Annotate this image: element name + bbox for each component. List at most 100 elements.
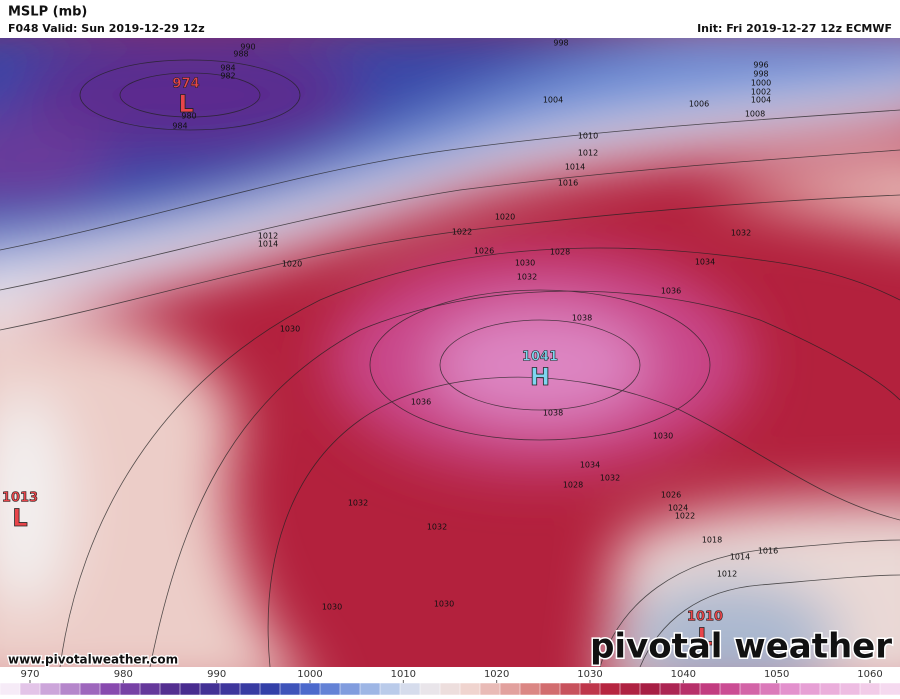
isobar-label: 1014 <box>730 553 750 562</box>
isobar-label: 1000 <box>751 79 771 88</box>
isobar-label: 998 <box>753 70 768 79</box>
colorbar-swatch <box>159 682 181 696</box>
center-value: 1013 <box>2 491 38 506</box>
colorbar-swatch <box>59 682 81 696</box>
field-low-2 <box>0 115 110 205</box>
colorbar-swatch <box>379 682 401 696</box>
website-url: www.pivotalweather.com <box>8 653 178 667</box>
colorbar-swatch <box>739 682 761 696</box>
isobars <box>0 59 900 667</box>
center-type: L <box>178 90 193 118</box>
isobar-label: 1010 <box>578 132 598 141</box>
colorbar-tick-label: 980 <box>114 669 133 680</box>
colorbar-swatch <box>859 682 881 696</box>
colorbar-swatch <box>279 682 301 696</box>
colorbar-swatch <box>619 682 641 696</box>
center-value: 1010 <box>687 610 723 625</box>
map-title: MSLP (mb) <box>8 5 87 20</box>
colorbar-swatch <box>19 682 41 696</box>
init-time: Init: Fri 2019-12-27 12z ECMWF <box>697 22 892 35</box>
colorbar-swatch <box>219 682 241 696</box>
colorbar-swatch <box>699 682 721 696</box>
colorbar-swatch <box>579 682 601 696</box>
isobar <box>639 574 900 667</box>
isobar-label: 1032 <box>427 523 447 532</box>
isobar <box>0 149 900 291</box>
colorbar-swatch <box>819 682 841 696</box>
colorbar-tick-label: 1060 <box>857 669 882 680</box>
isobar-label: 998 <box>553 39 568 48</box>
colorbar-swatch <box>519 682 541 696</box>
colorbar-swatch <box>499 682 521 696</box>
isobar-label: 1020 <box>495 213 515 222</box>
isobar-label: 1004 <box>543 96 563 105</box>
field-east-low <box>620 580 840 667</box>
center-value: 1041 <box>522 350 558 365</box>
isobar <box>59 247 900 667</box>
colorbar-swatch <box>839 682 861 696</box>
isobar-label: 1032 <box>348 499 368 508</box>
colorbar-tick-label: 1010 <box>391 669 416 680</box>
isobar-label: 1038 <box>572 314 592 323</box>
colorbar-swatch <box>719 682 741 696</box>
isobar <box>599 539 900 667</box>
colorbar-swatch <box>0 682 21 696</box>
colorbar-swatch <box>359 682 381 696</box>
center-type: L <box>12 504 27 532</box>
field-west-low <box>0 390 70 610</box>
colorbar-swatch <box>399 682 421 696</box>
colorbar-tick-label: 990 <box>207 669 226 680</box>
colorbar-swatch <box>199 682 221 696</box>
isobar-label: 1032 <box>517 273 537 282</box>
colorbar-swatch <box>479 682 501 696</box>
isobar-label: 1012 <box>258 232 278 241</box>
colorbar-swatch <box>339 682 361 696</box>
center-value: 974 <box>172 77 199 92</box>
colorbar-swatch <box>439 682 461 696</box>
colorbar-tick-label: 1000 <box>297 669 322 680</box>
map-area: 9909889849829809849989969981000100210041… <box>0 38 900 667</box>
isobar-label: 984 <box>172 122 187 131</box>
isobar-label: 1030 <box>434 600 454 609</box>
isobar-label: 1026 <box>474 247 494 256</box>
colorbar-tick-label: 1040 <box>671 669 696 680</box>
isobar <box>119 72 261 118</box>
colorbar-swatch <box>659 682 681 696</box>
colorbar-tick-label: 1050 <box>764 669 789 680</box>
isobar-label: 1004 <box>751 96 771 105</box>
isobar <box>0 109 900 251</box>
isobar-label: 980 <box>181 112 196 121</box>
colorbar-swatch <box>139 682 161 696</box>
colorbar-swatch <box>39 682 61 696</box>
isobar <box>79 59 301 131</box>
isobar-label: 1038 <box>543 409 563 418</box>
isobar-label: 1006 <box>689 100 709 109</box>
colorbar-tick-label: 970 <box>20 669 39 680</box>
isobar <box>439 319 641 411</box>
colorbar-swatch <box>319 682 341 696</box>
isobar-label: 1026 <box>661 491 681 500</box>
isobar-label: 1028 <box>563 481 583 490</box>
colorbar-swatch <box>459 682 481 696</box>
isobar-label: 1016 <box>758 547 778 556</box>
isobar-label: 1018 <box>702 536 722 545</box>
isobar-label: 1034 <box>695 258 715 267</box>
isobar-label: 1028 <box>550 248 570 257</box>
isobar-label-group: 9909889849829809849989969981000100210041… <box>172 39 778 612</box>
colorbar-tick-label: 1030 <box>577 669 602 680</box>
isobar <box>369 289 711 441</box>
isobar-label: 1034 <box>580 461 600 470</box>
isobar-label: 1014 <box>258 240 278 249</box>
isobar-label: 988 <box>233 50 248 59</box>
colorbar-swatch <box>759 682 781 696</box>
valid-time: F048 Valid: Sun 2019-12-29 12z <box>8 22 205 35</box>
colorbar-swatch <box>639 682 661 696</box>
isobar-label: 1022 <box>452 228 472 237</box>
colorbar-tick-label: 1020 <box>484 669 509 680</box>
colorbar-swatch <box>99 682 121 696</box>
isobar-label: 996 <box>753 61 768 70</box>
isobar-label: 1002 <box>751 88 771 97</box>
brand-watermark: pivotal weather <box>590 627 892 667</box>
isobar <box>267 376 900 667</box>
